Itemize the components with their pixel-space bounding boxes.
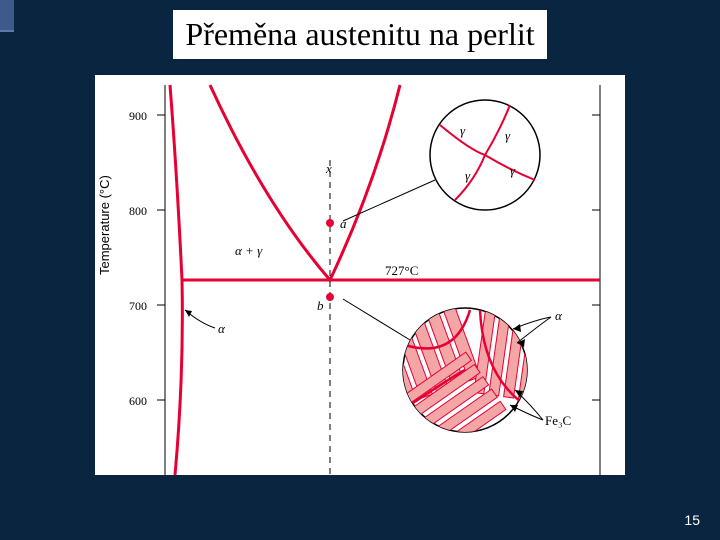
ytick-600: 600 (129, 394, 147, 408)
title-area: Přeměna austenitu na perlit (110, 10, 610, 59)
inset-austenite: γ γ γ γ (343, 100, 540, 221)
point-a-label: a (340, 216, 347, 231)
phase-alpha: α (218, 321, 226, 336)
point-a-dot (326, 219, 334, 227)
alpha-solvus-curve (170, 85, 182, 475)
ytick-900: 900 (129, 109, 147, 123)
eutectoid-temp-label: 727°C (385, 263, 418, 278)
phase-alpha-gamma: α + γ (235, 243, 263, 258)
y-axis-label: Temperature (°C) (97, 175, 112, 275)
inset-fe3c-label: Fe₃C (545, 413, 571, 428)
gamma-1: γ (460, 123, 466, 138)
x-label: x (325, 161, 332, 176)
point-b-label: b (317, 298, 324, 313)
gamma-4: γ (510, 163, 516, 178)
right-v-curve (330, 85, 400, 280)
phase-diagram-svg: 900 800 700 600 727°C x (95, 75, 625, 475)
phase-diagram-panel: Temperature (°C) 900 800 700 600 (95, 75, 625, 475)
ytick-800: 800 (129, 204, 147, 218)
slide-title: Přeměna austenitu na perlit (173, 10, 546, 59)
gamma-3: γ (465, 168, 471, 183)
point-b-dot (326, 293, 334, 301)
gamma-2: γ (505, 128, 511, 143)
left-v-curve (210, 85, 330, 280)
y-axis: 900 800 700 600 (129, 85, 165, 475)
inset-alpha-label: α (555, 308, 563, 323)
accent-bar (0, 0, 14, 32)
ytick-700: 700 (129, 299, 147, 313)
page-number: 15 (684, 512, 700, 528)
inset-pearlite: α Fe₃C (343, 292, 571, 455)
